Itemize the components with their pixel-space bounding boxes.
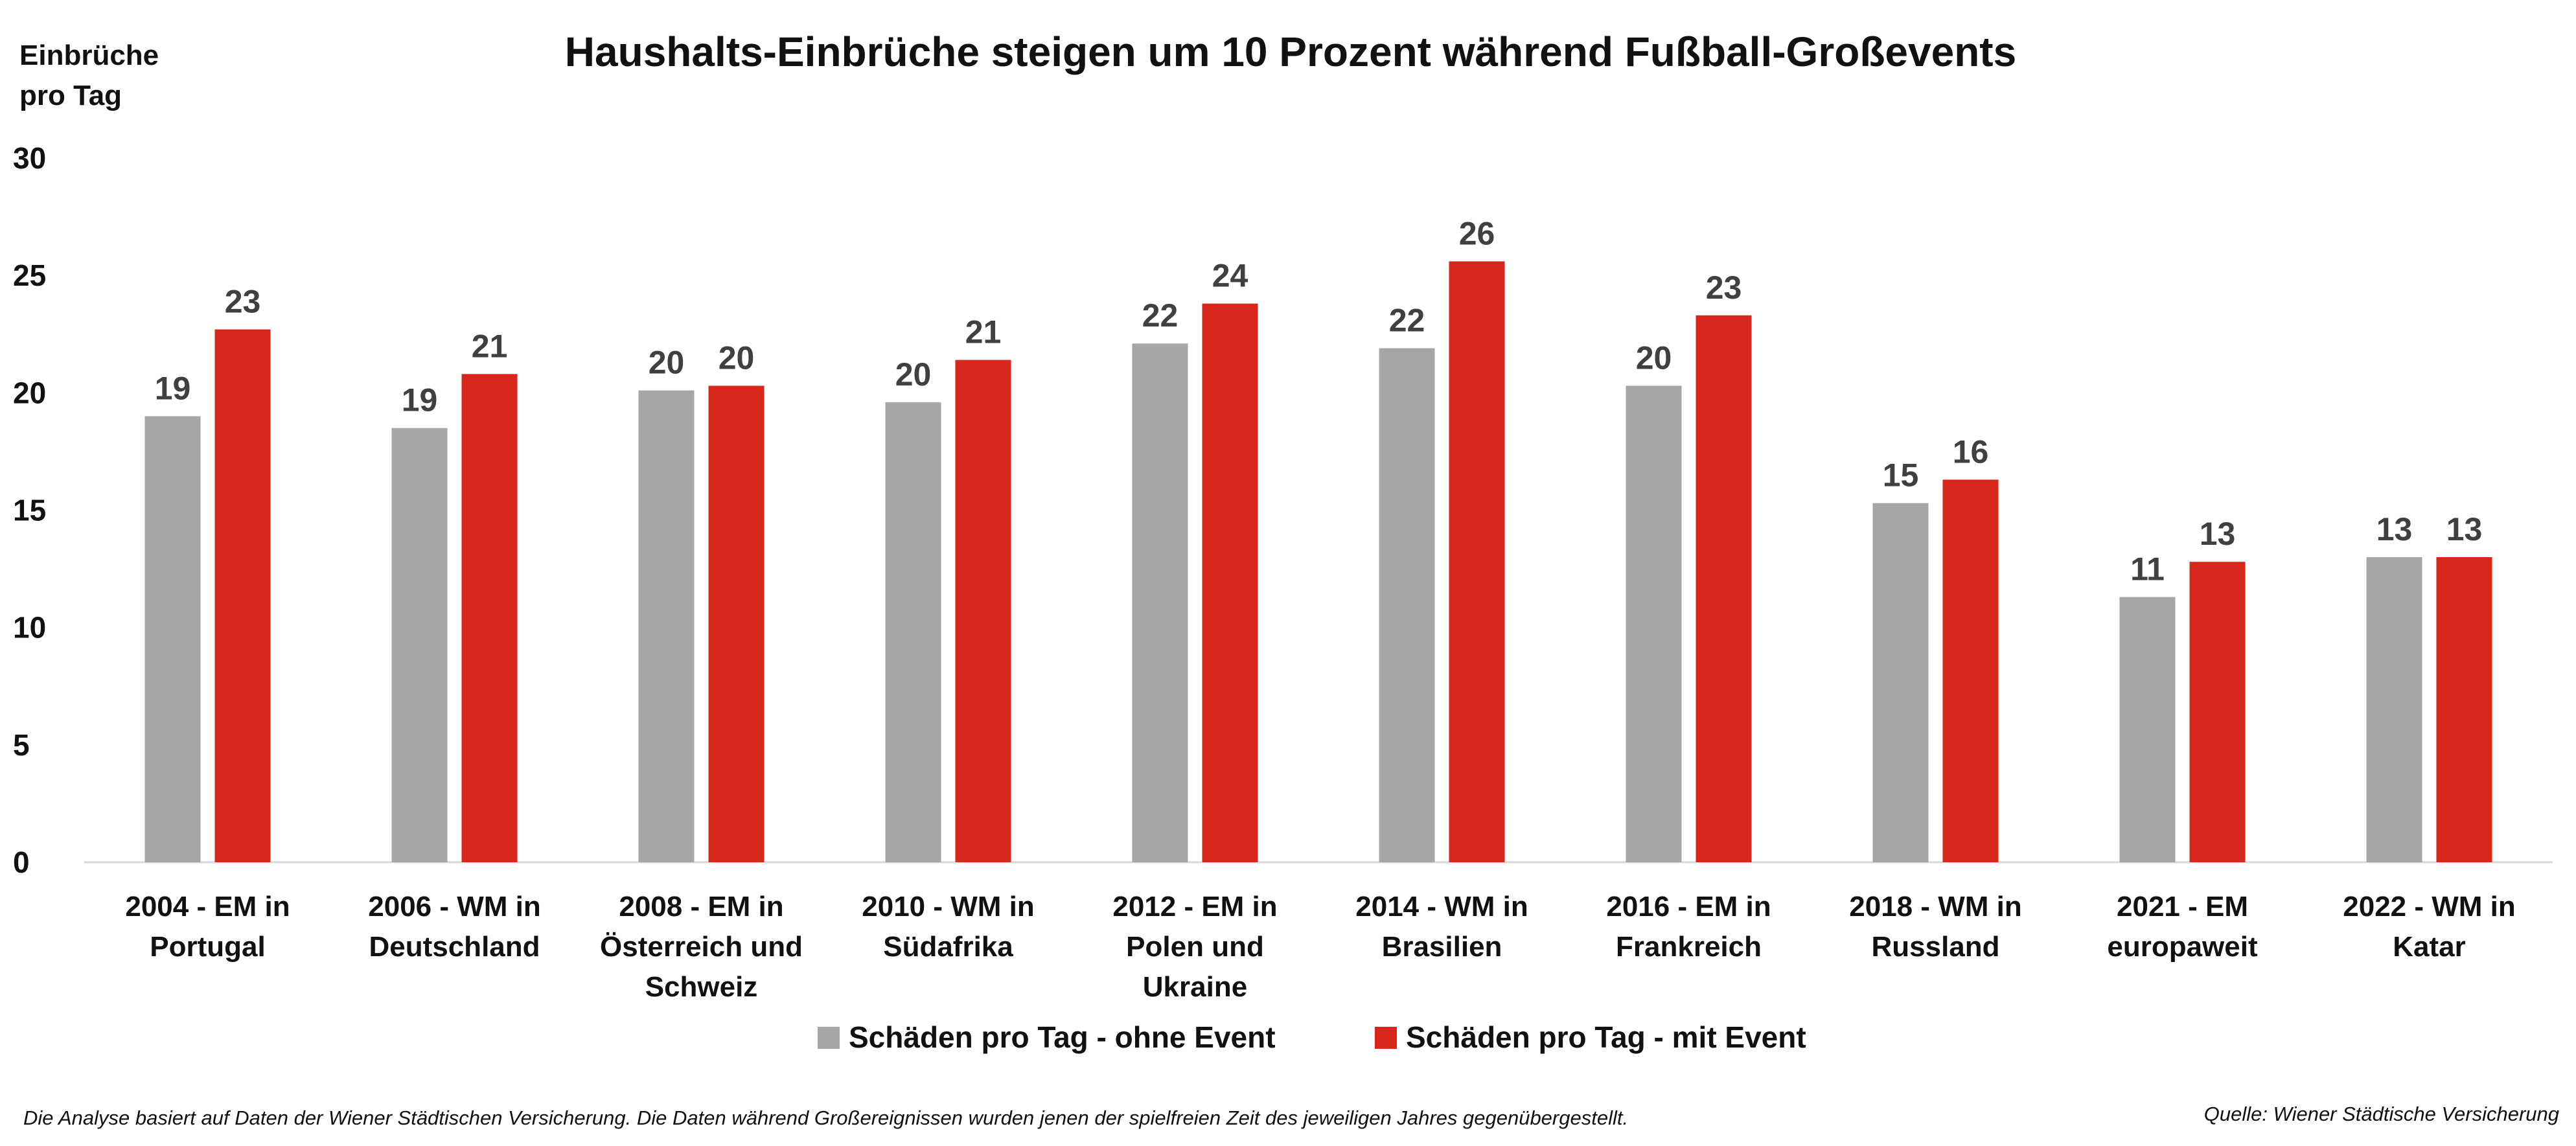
y-axis-ticks: 0 5 10 15 20 25 30: [13, 141, 46, 879]
bar-without-event: [1132, 343, 1188, 862]
data-label: 26: [1459, 215, 1495, 251]
bar-with-event: [1942, 479, 1999, 862]
bar-with-event: [2436, 556, 2492, 862]
legend-label: Schäden pro Tag - ohne Event: [849, 1020, 1276, 1054]
bar-without-event: [1626, 385, 1682, 862]
bar-with-event: [2189, 562, 2246, 862]
x-tick-label: 2006 - WM in: [368, 891, 541, 923]
data-label: 16: [1953, 433, 1989, 470]
data-label: 20: [719, 339, 755, 376]
y-tick-label: 5: [13, 728, 30, 762]
bar-without-event: [391, 428, 448, 862]
y-axis-label-line: pro Tag: [19, 80, 122, 111]
data-label: 15: [1883, 457, 1919, 494]
chart-title: Haushalts-Einbrüche steigen um 10 Prozen…: [565, 29, 2016, 75]
bar-without-event: [144, 416, 201, 862]
x-tick-label: Frankreich: [1616, 931, 1762, 963]
data-label: 11: [2130, 551, 2165, 588]
x-tick-label: 2016 - EM in: [1606, 891, 1771, 923]
y-tick-label: 25: [13, 258, 46, 292]
bar-with-event: [461, 374, 518, 862]
x-axis-ticks: 2004 - EM in Portugal 2006 - WM in Deutschl…: [125, 891, 2515, 1003]
x-tick-label: Österreich und: [600, 931, 803, 963]
y-tick-label: 30: [13, 141, 46, 175]
data-label: 13: [2446, 511, 2483, 547]
data-label: 22: [1389, 302, 1425, 338]
x-tick-label: 2012 - EM in: [1112, 891, 1277, 923]
y-axis-label-line: Einbrüche: [19, 40, 159, 71]
x-tick-label: 2018 - WM in: [1849, 891, 2022, 923]
y-tick-label: 10: [13, 611, 46, 645]
bar-without-event: [1379, 348, 1435, 862]
data-label: 21: [472, 328, 508, 364]
x-tick-label: 2021 - EM: [2117, 891, 2248, 923]
y-tick-label: 20: [13, 376, 46, 409]
x-tick-label: Russland: [1871, 931, 1999, 963]
legend-swatch: [1375, 1027, 1397, 1049]
x-tick-label: Südafrika: [883, 931, 1013, 963]
x-tick-label: Ukraine: [1143, 971, 1247, 1003]
footnote: Die Analyse basiert auf Daten der Wiener…: [23, 1106, 1628, 1129]
bar-without-event: [2119, 597, 2176, 862]
bar-without-event: [638, 390, 695, 862]
legend-swatch: [818, 1027, 840, 1049]
x-tick-label: Katar: [2393, 931, 2466, 963]
data-label: 13: [2200, 516, 2236, 552]
x-tick-label: Polen und: [1126, 931, 1264, 963]
x-tick-label: Brasilien: [1382, 931, 1502, 963]
bar-without-event: [2366, 556, 2422, 862]
data-label: 24: [1212, 258, 1248, 294]
x-tick-label: 2004 - EM in: [125, 891, 290, 923]
data-label: 19: [402, 382, 438, 418]
x-tick-label: Portugal: [150, 931, 265, 963]
x-tick-label: 2014 - WM in: [1355, 891, 1528, 923]
data-label: 13: [2376, 511, 2413, 547]
legend-label: Schäden pro Tag - mit Event: [1406, 1020, 1806, 1054]
data-label: 20: [1636, 339, 1672, 376]
x-tick-label: 2022 - WM in: [2343, 891, 2516, 923]
legend-item-without-event: Schäden pro Tag - ohne Event: [818, 1020, 1276, 1054]
x-tick-label: Deutschland: [369, 931, 540, 963]
data-label: 20: [895, 356, 932, 393]
data-labels: 19 23 19 21 20 20 20 21 22 24 22 26 20 23 15 16 11 13 13 13: [155, 215, 2483, 587]
data-label: 19: [155, 371, 191, 407]
x-tick-label: 2008 - EM in: [619, 891, 783, 923]
x-tick-label: Schweiz: [645, 971, 758, 1003]
bar-with-event: [1202, 303, 1258, 862]
data-label: 20: [649, 345, 685, 381]
source-note: Quelle: Wiener Städtische Versicherung: [2204, 1103, 2559, 1125]
data-label: 23: [1706, 269, 1742, 306]
x-tick-label: 2010 - WM in: [862, 891, 1035, 923]
y-tick-label: 15: [13, 494, 46, 527]
data-label: 23: [225, 284, 261, 320]
bars: [144, 261, 2492, 863]
bar-with-event: [1696, 315, 1752, 863]
bar-with-event: [214, 329, 271, 863]
bar-with-event: [955, 360, 1011, 862]
bar-with-event: [708, 385, 765, 862]
data-label: 21: [965, 314, 1002, 350]
bar-without-event: [885, 402, 941, 862]
bar-with-event: [1449, 261, 1505, 863]
data-label: 22: [1142, 297, 1179, 334]
bar-without-event: [1872, 503, 1929, 862]
y-tick-label: 0: [13, 845, 30, 879]
legend-item-with-event: Schäden pro Tag - mit Event: [1375, 1020, 1806, 1054]
y-axis-label: Einbrüche pro Tag: [19, 40, 159, 111]
x-tick-label: europaweit: [2107, 931, 2258, 963]
legend: Schäden pro Tag - ohne Event Schäden pro …: [818, 1020, 1806, 1054]
